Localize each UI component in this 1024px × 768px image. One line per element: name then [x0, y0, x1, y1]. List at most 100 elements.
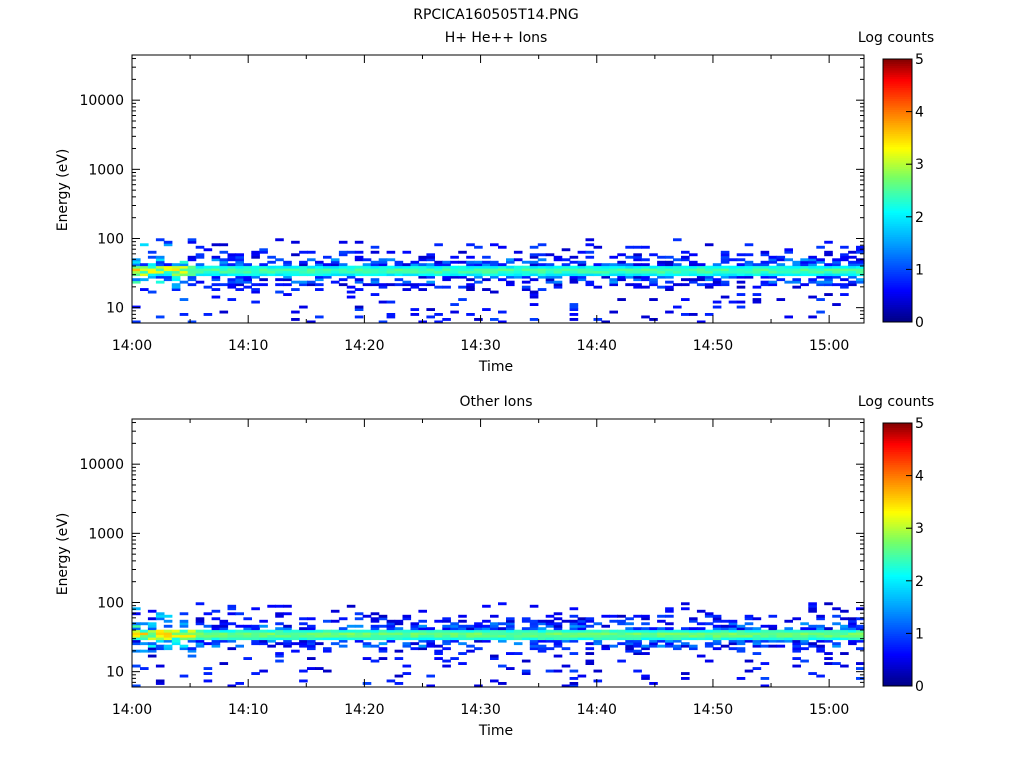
heatmap-cell	[450, 657, 459, 660]
heatmap-cell	[768, 632, 778, 636]
heatmap-cell	[760, 684, 770, 688]
colorbar-swatch	[883, 458, 912, 461]
heatmap-cell	[386, 313, 396, 316]
heatmap-cell	[330, 260, 340, 264]
heatmap-cell	[848, 622, 857, 626]
heatmap-cell	[458, 634, 467, 638]
heatmap-cell	[577, 260, 587, 264]
heatmap-cell	[736, 629, 746, 633]
heatmap-cell	[474, 632, 483, 636]
heatmap-cell	[418, 624, 427, 628]
heatmap-cell	[617, 275, 626, 279]
heatmap-cell	[625, 632, 634, 636]
heatmap-cell	[569, 280, 579, 284]
heatmap-cell	[633, 270, 642, 274]
heatmap-cell	[402, 617, 412, 621]
heatmap-cell	[163, 263, 173, 267]
heatmap-cell	[235, 634, 244, 638]
heatmap-cell	[840, 609, 849, 613]
heatmap-cell	[577, 674, 587, 678]
heatmap-cell	[458, 629, 467, 633]
heatmap-cell	[832, 637, 841, 641]
heatmap-cell	[506, 275, 515, 279]
heatmap-cell	[704, 644, 714, 648]
heatmap-cell	[362, 682, 372, 685]
heatmap-cell	[529, 245, 539, 249]
heatmap-cell	[728, 639, 738, 643]
heatmap-cell	[132, 642, 141, 646]
heatmap-cell	[338, 632, 348, 636]
heatmap-cell	[219, 270, 229, 274]
heatmap-cell	[386, 258, 396, 262]
heatmap-cell	[681, 258, 690, 262]
heatmap-cell	[545, 270, 555, 274]
heatmap-cell	[561, 258, 571, 262]
heatmap-cell	[315, 634, 324, 638]
heatmap-cell	[720, 624, 730, 628]
heatmap-cell	[633, 652, 642, 655]
heatmap-cell	[760, 632, 770, 636]
heatmap-cell	[521, 637, 531, 641]
heatmap-cell	[808, 270, 817, 274]
heatmap-cell	[704, 614, 714, 618]
heatmap-cell	[211, 644, 221, 648]
heatmap-cell	[354, 250, 364, 254]
heatmap-cell	[418, 283, 427, 287]
heatmap-cell	[155, 280, 165, 284]
heatmap-cell	[832, 273, 841, 277]
x-axis: 14:00 14:10 14:20 14:30 14:40 14:50 15:00	[112, 55, 849, 354]
heatmap-cell	[681, 627, 690, 631]
heatmap-cell	[800, 260, 809, 264]
heatmap-cell	[792, 647, 801, 651]
heatmap-cell	[132, 622, 141, 626]
heatmap-cell	[792, 649, 801, 653]
heatmap-cell	[641, 273, 650, 277]
heatmap-cell	[394, 268, 404, 272]
heatmap-cell	[601, 629, 610, 633]
heatmap-cell	[442, 639, 451, 643]
heatmap-cell	[394, 283, 404, 287]
heatmap-cell	[243, 637, 252, 641]
colorbar-swatch	[883, 72, 912, 75]
colorbar-swatch	[883, 453, 912, 457]
heatmap-cell	[824, 634, 833, 638]
heatmap-cell	[808, 637, 817, 641]
x-tick-label: 14:30	[460, 702, 500, 718]
heatmap-cell	[346, 265, 356, 269]
heatmap-cell	[553, 265, 563, 269]
heatmap-cell	[529, 624, 539, 628]
heatmap-cell	[553, 285, 563, 289]
heatmap-cell	[147, 273, 157, 277]
heatmap-cell	[147, 270, 157, 274]
heatmap-cell	[696, 320, 706, 324]
heatmap-cell	[482, 255, 491, 259]
heatmap-cell	[394, 674, 404, 678]
heatmap-cell	[140, 268, 149, 272]
heatmap-cell	[187, 654, 197, 658]
heatmap-cell	[275, 270, 284, 274]
colorbar-swatch	[883, 205, 912, 209]
heatmap-cell	[848, 270, 857, 274]
heatmap-cell	[704, 629, 714, 633]
heatmap-cell	[187, 275, 197, 279]
heatmap-cell	[848, 619, 857, 623]
heatmap-cell	[856, 263, 865, 267]
x-axis-label: Time	[478, 723, 513, 739]
colorbar-swatch	[883, 637, 912, 641]
colorbar-swatch	[883, 129, 912, 132]
heatmap-cell	[466, 273, 475, 277]
heatmap-cell	[458, 642, 467, 646]
heatmap-cell	[498, 278, 507, 282]
heatmap-cell	[490, 654, 499, 658]
heatmap-cell	[736, 293, 746, 296]
heatmap-cell	[203, 612, 213, 616]
heatmap-cell	[728, 629, 738, 633]
heatmap-cell	[370, 627, 380, 631]
heatmap-cell	[394, 657, 404, 660]
colorbar-swatch	[883, 61, 912, 64]
heatmap-cell	[386, 624, 396, 628]
heatmap-cell	[728, 300, 738, 304]
heatmap-cell	[466, 270, 475, 274]
colorbar-tick-label: 2	[915, 574, 924, 590]
heatmap-cell	[291, 649, 300, 653]
